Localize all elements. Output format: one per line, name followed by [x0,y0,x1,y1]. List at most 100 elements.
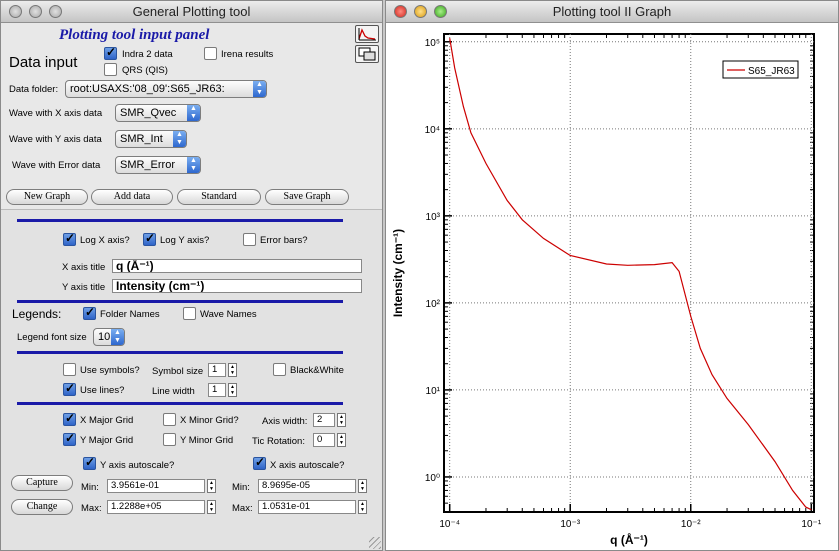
symbol-size-label: Symbol size [152,366,204,377]
graph-icon [358,28,376,41]
line-width-input[interactable]: 1 [208,383,226,397]
tic-rotation-stepper[interactable]: ▲ ▼ [337,433,346,447]
x-autoscale-checkbox[interactable] [253,455,266,470]
use-symbols-label: Use symbols? [80,365,140,376]
y-tick-label: 10² [426,299,441,310]
log-y-checkbox[interactable] [143,231,156,246]
use-symbols-checkbox[interactable] [63,363,76,376]
wave-y-value: SMR_Int [120,133,163,145]
panel-window-title: General Plotting tool [132,4,251,19]
y-minor-grid-checkbox[interactable] [163,433,176,446]
y-major-grid-checkbox[interactable] [63,431,76,446]
minimize-window-button[interactable] [29,5,42,18]
y-tick-label: 10⁴ [425,125,440,136]
close-window-button[interactable] [9,5,22,18]
x-axis-title-input[interactable]: q (Å⁻¹) [112,259,362,273]
line-width-stepper[interactable]: ▲ ▼ [228,383,237,397]
tic-rotation-input[interactable]: 0 [313,433,335,447]
minimize-window-button[interactable] [414,5,427,18]
axis-width-label: Axis width: [262,416,308,427]
x-major-grid-checkbox[interactable] [63,411,76,426]
y-autoscale-checkbox[interactable] [83,455,96,470]
x-max-stepper[interactable]: ▲ ▼ [358,500,367,514]
data-folder-select[interactable]: root:USAXS:'08_09':S65_JR63: ▲ ▼ [65,80,267,98]
y-axis-title-input[interactable]: Intensity (cm⁻¹) [112,279,362,293]
resize-grip-icon[interactable] [369,537,381,549]
log-y-label: Log Y axis? [160,235,210,246]
symbol-size-input[interactable]: 1 [208,363,226,377]
y-major-grid-label: Y Major Grid [80,435,134,446]
x-min-input[interactable]: 8.9695e-05 [258,479,356,493]
error-bars-checkbox[interactable] [243,233,256,246]
y-min-stepper[interactable]: ▲ ▼ [207,479,216,493]
chevron-updown-icon: ▲ ▼ [187,105,200,121]
legends-label: Legends: [12,307,62,321]
wave-error-select[interactable]: SMR_Error ▲ ▼ [115,156,201,174]
x-tick-label: 10⁻¹ [801,519,821,530]
section-divider [17,351,343,354]
y-max-stepper[interactable]: ▲ ▼ [207,500,216,514]
axis-width-stepper[interactable]: ▲ ▼ [337,413,346,427]
add-data-button[interactable]: Add data [91,189,173,205]
panel-title: Plotting tool input panel [59,27,210,43]
x-max-label: Max: [232,503,253,514]
indra-data-checkbox[interactable] [104,45,117,60]
y-max-input[interactable]: 1.2288e+05 [107,500,205,514]
axis-width-input[interactable]: 2 [313,413,335,427]
y-min-input[interactable]: 3.9561e-01 [107,479,205,493]
chevron-updown-icon: ▲ ▼ [111,329,124,345]
graph-window: Plotting tool II Graph 10⁻⁴ 10⁻³ 10⁻² 10⁻¹ 1… [385,0,839,551]
qrs-checkbox[interactable] [104,63,117,76]
chevron-updown-icon: ▲ ▼ [173,131,186,147]
x-minor-grid-checkbox[interactable] [163,413,176,426]
x-tick-label: 10⁻³ [560,519,580,530]
new-graph-button[interactable]: New Graph [6,189,88,205]
line-width-label: Line width [152,386,195,397]
folder-names-label: Folder Names [100,309,160,320]
x-major-grid-label: X Major Grid [80,415,134,426]
qrs-label: QRS (QIS) [122,65,168,76]
x-axis-title-value: q (Å⁻¹) [116,259,154,273]
wave-x-select[interactable]: SMR_Qvec ▲ ▼ [115,104,201,122]
x-min-stepper[interactable]: ▲ ▼ [358,479,367,493]
section-divider [17,402,343,405]
graph-icon-button[interactable] [355,25,379,43]
error-bars-label: Error bars? [260,235,308,246]
wave-y-label: Wave with Y axis data [9,134,102,145]
tic-rotation-value: 0 [317,434,323,445]
plot-area [443,33,815,513]
graph-title-bar: Plotting tool II Graph [386,1,838,23]
plotting-tool-panel-window: General Plotting tool Plotting tool inpu… [0,0,383,551]
symbol-size-stepper[interactable]: ▲ ▼ [228,363,237,377]
windows-icon-button[interactable] [355,45,379,63]
change-button[interactable]: Change [11,499,73,515]
wave-names-checkbox[interactable] [183,307,196,320]
wave-x-value: SMR_Qvec [120,107,177,119]
legend-font-size-select[interactable]: 10 ▲ ▼ [93,328,125,346]
log-x-checkbox[interactable] [63,231,76,246]
standard-button[interactable]: Standard [177,189,261,205]
legend-box [722,60,799,79]
y-axis-title-label: Y axis title [62,282,106,293]
intensity-chart: 10⁻⁴ 10⁻³ 10⁻² 10⁻¹ 10⁰ 10¹ 10² 10³ 10⁴ 10⁵ q (Å⁻¹… [391,33,822,547]
irena-results-checkbox[interactable] [204,47,217,60]
y-axis-label: Intensity (cm⁻¹) [391,229,405,317]
y-axis-title-value: Intensity (cm⁻¹) [116,279,205,293]
close-window-button[interactable] [394,5,407,18]
capture-button[interactable]: Capture [11,475,73,491]
folder-names-checkbox[interactable] [83,305,96,320]
zoom-window-button[interactable] [49,5,62,18]
black-white-checkbox[interactable] [273,363,286,376]
zoom-window-button[interactable] [434,5,447,18]
data-folder-value: root:USAXS:'08_09':S65_JR63: [70,83,225,95]
save-graph-button[interactable]: Save Graph [265,189,349,205]
y-min-value: 3.9561e-01 [111,480,160,491]
x-max-input[interactable]: 1.0531e-01 [258,500,356,514]
wave-y-select[interactable]: SMR_Int ▲ ▼ [115,130,187,148]
use-lines-checkbox[interactable] [63,381,76,396]
legend-font-size-value: 10 [98,331,111,343]
section-divider [17,300,343,303]
wave-error-label: Wave with Error data [12,160,101,171]
data-input-label: Data input [9,54,78,71]
x-min-label: Min: [232,482,250,493]
